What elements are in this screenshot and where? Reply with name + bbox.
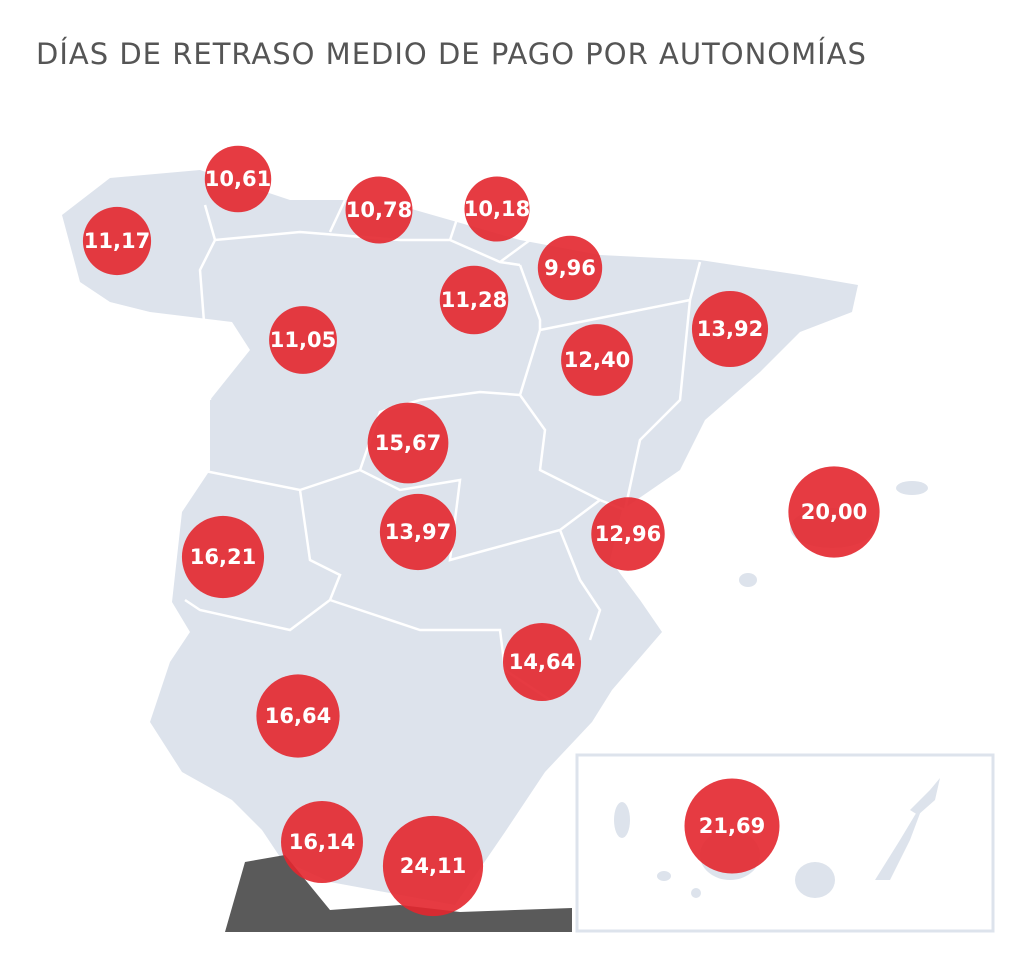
map-title: DÍAS DE RETRASO MEDIO DE PAGO POR AUTONO… — [36, 37, 867, 71]
bubble — [537, 235, 603, 301]
africa — [225, 855, 572, 932]
bubble-label: 21,69 — [699, 814, 765, 838]
bubble-label: 15,67 — [375, 431, 441, 455]
bubble-label: 16,64 — [265, 704, 331, 728]
bubble — [382, 815, 484, 917]
bubble — [684, 778, 780, 874]
bubble-label: 13,92 — [697, 317, 763, 341]
bubble — [788, 466, 880, 558]
bubble — [502, 622, 582, 702]
bubble-label: 13,97 — [385, 520, 451, 544]
ibiza — [739, 573, 757, 587]
bubble — [691, 290, 769, 368]
menorca — [896, 481, 928, 495]
bubble — [439, 265, 509, 335]
bubble-label: 20,00 — [801, 500, 867, 524]
bubble-label: 12,96 — [595, 522, 661, 546]
bubble — [464, 176, 530, 242]
bubble-label: 10,18 — [464, 197, 530, 221]
bubble — [181, 515, 265, 599]
bubbles: 11,17 10,61 10,78 10,18 9,96 11,28 11,05 13,92 1… — [82, 145, 880, 917]
bubble — [561, 324, 633, 396]
island — [691, 888, 701, 898]
inset-frame — [575, 753, 995, 933]
bubble — [269, 306, 337, 374]
island — [875, 800, 925, 880]
island — [614, 802, 630, 838]
bubble — [256, 674, 340, 758]
bubble-label: 11,17 — [84, 229, 150, 253]
bubble-label: 12,40 — [564, 348, 630, 372]
bubble-label: 16,21 — [190, 545, 256, 569]
bubble-label: 11,05 — [270, 328, 336, 352]
bubble — [379, 493, 457, 571]
bubble — [82, 206, 152, 276]
bubble-label: 10,61 — [205, 167, 271, 191]
bubble-label: 10,78 — [346, 198, 412, 222]
bubble-label: 9,96 — [544, 256, 596, 280]
island — [910, 778, 940, 815]
bubble — [281, 801, 363, 883]
island — [657, 871, 671, 881]
bubble — [367, 402, 449, 484]
region-borders — [184, 199, 702, 702]
bubble — [345, 176, 413, 244]
bubble-label: 24,11 — [400, 854, 466, 878]
bubble — [204, 145, 272, 213]
bubble-label: 16,14 — [289, 830, 355, 854]
bubble — [591, 497, 665, 571]
bubble-label: 14,64 — [509, 650, 575, 674]
island — [795, 862, 835, 898]
bubble-label: 11,28 — [441, 288, 507, 312]
